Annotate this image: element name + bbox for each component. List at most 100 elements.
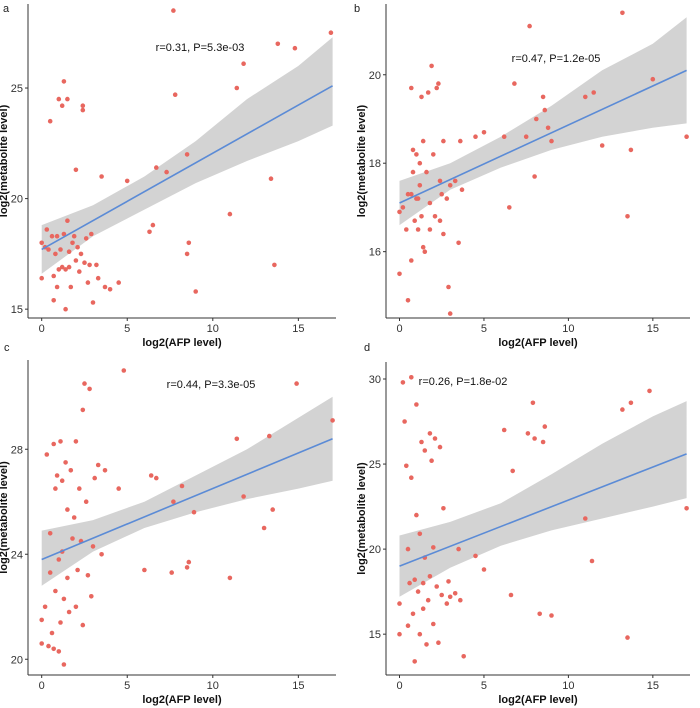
data-point <box>410 611 416 617</box>
data-point <box>116 280 121 285</box>
data-point <box>78 251 84 257</box>
data-point <box>432 214 438 219</box>
data-point <box>234 436 240 442</box>
data-point <box>542 107 548 113</box>
data-point <box>66 609 72 615</box>
data-point <box>397 271 402 277</box>
data-point <box>63 267 68 272</box>
data-point <box>684 506 689 511</box>
data-point <box>431 621 436 627</box>
data-point <box>431 152 436 157</box>
data-point <box>47 531 53 536</box>
data-point <box>59 103 65 108</box>
data-point <box>90 300 96 305</box>
data-point <box>51 273 56 279</box>
data-point <box>461 654 467 659</box>
data-point <box>583 94 588 100</box>
data-point <box>415 227 421 232</box>
data-point <box>179 483 185 489</box>
data-point <box>400 380 406 385</box>
data-point <box>534 116 539 122</box>
data-point <box>39 617 44 623</box>
data-point <box>417 531 423 537</box>
data-point <box>61 596 67 602</box>
data-point <box>46 247 51 252</box>
y-axis-title: log2(metabolite level) <box>0 104 10 217</box>
data-point <box>537 611 542 617</box>
data-point <box>456 240 461 246</box>
data-point <box>82 260 87 266</box>
data-point <box>447 311 453 316</box>
data-point <box>272 262 277 268</box>
data-point <box>172 92 178 97</box>
data-point <box>116 486 121 491</box>
data-point <box>66 264 72 270</box>
data-point <box>107 287 113 292</box>
data-point <box>58 439 63 444</box>
data-point <box>61 231 67 237</box>
data-point <box>481 567 487 572</box>
data-point <box>628 400 634 406</box>
data-point <box>241 61 246 66</box>
x-tick-label: 10 <box>562 680 574 692</box>
data-point <box>410 147 416 153</box>
data-point <box>424 642 429 647</box>
data-point <box>80 103 86 108</box>
data-point <box>61 662 67 667</box>
data-point <box>66 249 72 254</box>
data-point <box>261 525 267 531</box>
data-point <box>628 147 634 153</box>
data-point <box>647 388 652 394</box>
data-point <box>427 431 433 436</box>
data-point <box>186 240 192 246</box>
data-point <box>184 565 190 570</box>
data-point <box>419 439 424 445</box>
data-point <box>70 240 75 246</box>
data-point <box>39 641 44 646</box>
data-point <box>405 298 411 303</box>
data-point <box>441 231 446 237</box>
correlation-annotation: r=0.31, P=5.3e-03 <box>156 42 245 54</box>
data-point <box>171 499 176 505</box>
data-point <box>437 444 443 450</box>
data-point <box>424 169 429 175</box>
x-tick-label: 0 <box>396 323 402 335</box>
data-point <box>439 592 445 598</box>
data-point <box>54 473 60 478</box>
data-point <box>397 601 402 606</box>
data-point <box>459 187 465 192</box>
data-point <box>65 96 70 102</box>
data-point <box>95 275 101 281</box>
y-tick-label: 25 <box>369 459 381 471</box>
data-point <box>409 475 414 481</box>
x-axis-title: log2(AFP level) <box>498 337 578 349</box>
data-point <box>397 209 402 215</box>
data-point <box>90 544 96 549</box>
x-tick-label: 15 <box>647 680 659 692</box>
correlation-annotation: r=0.26, P=1.8e-02 <box>419 376 508 388</box>
data-point <box>59 478 65 484</box>
data-point <box>419 214 424 219</box>
data-point <box>169 570 174 575</box>
data-point <box>51 646 56 652</box>
x-tick-label: 5 <box>481 680 487 692</box>
data-point <box>89 594 94 599</box>
data-point <box>409 191 414 197</box>
data-point <box>330 418 335 423</box>
data-point <box>87 386 92 392</box>
data-point <box>227 575 233 581</box>
data-point <box>458 138 463 144</box>
data-point <box>68 284 74 290</box>
data-point <box>545 125 551 131</box>
data-point <box>58 247 63 252</box>
x-tick-label: 15 <box>647 323 659 335</box>
panel-letter: d <box>364 342 370 354</box>
data-point <box>525 431 531 436</box>
data-point <box>420 580 426 586</box>
y-tick-label: 20 <box>11 194 23 206</box>
data-point <box>542 424 548 429</box>
data-point <box>620 10 625 16</box>
data-point <box>47 118 53 124</box>
data-point <box>507 205 512 210</box>
